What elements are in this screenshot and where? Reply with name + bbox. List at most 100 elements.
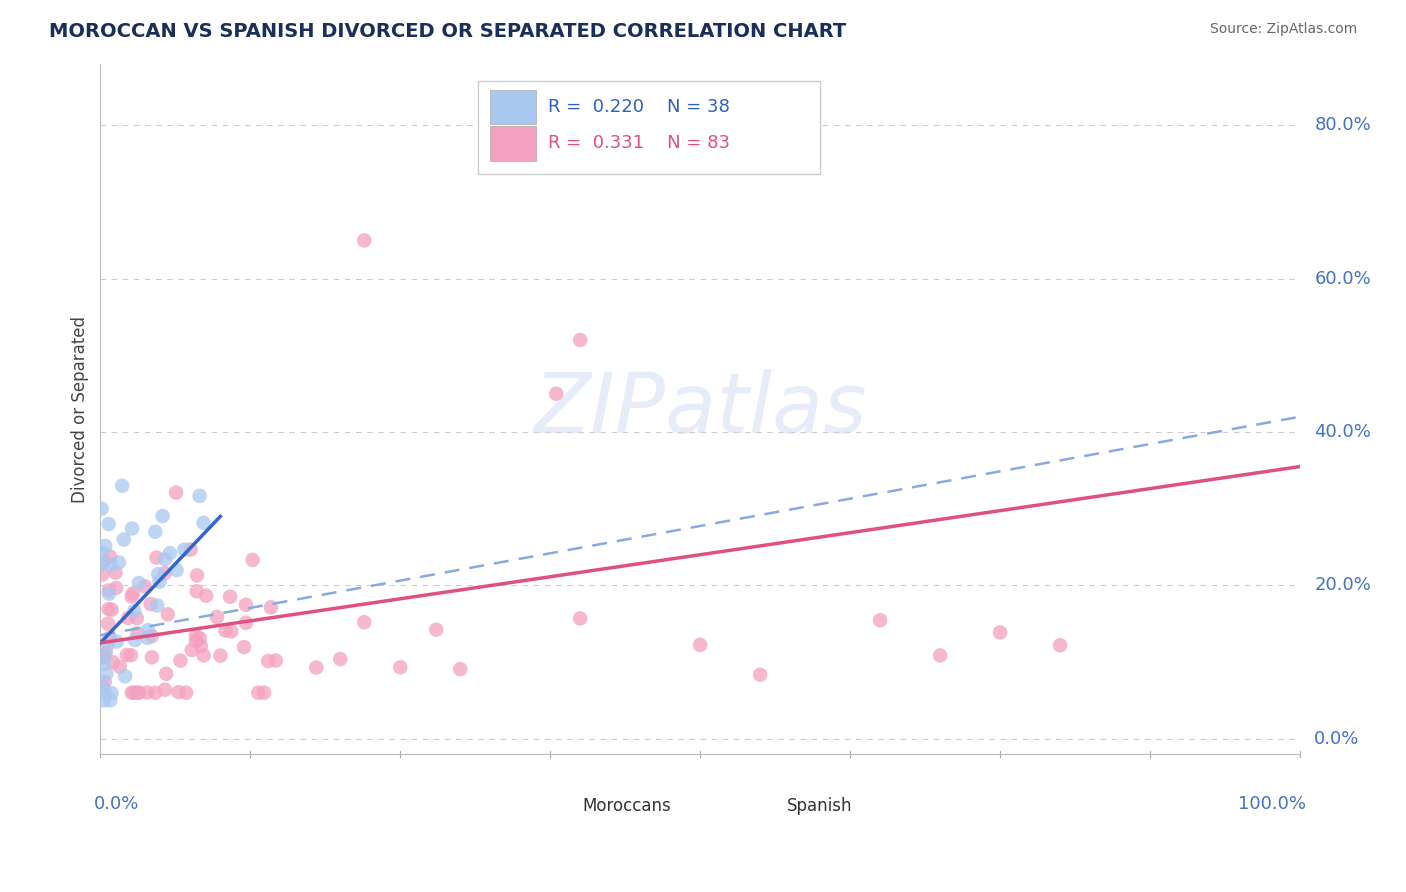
Text: 0.0%: 0.0% — [94, 796, 139, 814]
Point — [90, 557, 112, 571]
Point — [569, 611, 592, 625]
Point — [305, 660, 328, 674]
Point — [97, 616, 120, 631]
FancyBboxPatch shape — [491, 126, 536, 161]
Point — [193, 516, 215, 530]
Point — [90, 676, 112, 690]
Point — [235, 615, 257, 630]
Point — [127, 686, 149, 700]
Point — [124, 604, 146, 618]
Point — [112, 533, 135, 547]
Point — [94, 648, 117, 663]
Point — [139, 597, 162, 611]
Point — [98, 693, 121, 707]
FancyBboxPatch shape — [491, 89, 536, 124]
Point — [121, 590, 143, 604]
Point — [257, 654, 280, 668]
Point — [353, 233, 375, 247]
Point — [389, 660, 412, 674]
Point — [98, 558, 121, 572]
FancyBboxPatch shape — [538, 793, 574, 818]
Point — [94, 539, 117, 553]
Point — [115, 648, 138, 662]
Point — [174, 686, 197, 700]
Point — [91, 650, 114, 665]
Point — [93, 693, 115, 707]
Point — [184, 634, 207, 648]
Point — [749, 667, 772, 681]
Point — [134, 579, 156, 593]
Point — [264, 654, 287, 668]
Point — [120, 648, 142, 663]
Point — [190, 639, 212, 653]
Point — [329, 652, 352, 666]
Point — [91, 567, 114, 582]
Point — [125, 611, 148, 625]
Point — [146, 599, 169, 613]
Point — [186, 568, 208, 582]
Point — [121, 686, 143, 700]
Point — [152, 509, 174, 524]
FancyBboxPatch shape — [742, 793, 778, 818]
Point — [546, 386, 568, 401]
Point — [569, 333, 592, 347]
Point — [108, 659, 131, 673]
Point — [173, 542, 195, 557]
Text: 100.0%: 100.0% — [1237, 796, 1306, 814]
Point — [167, 685, 190, 699]
Text: Spanish: Spanish — [786, 797, 852, 814]
Text: MOROCCAN VS SPANISH DIVORCED OR SEPARATED CORRELATION CHART: MOROCCAN VS SPANISH DIVORCED OR SEPARATE… — [49, 22, 846, 41]
Point — [148, 574, 170, 589]
Point — [96, 639, 118, 653]
Point — [141, 650, 163, 665]
Point — [988, 625, 1011, 640]
Point — [247, 686, 270, 700]
Point — [180, 542, 202, 557]
Point — [97, 583, 120, 598]
Point — [188, 489, 211, 503]
Text: Moroccans: Moroccans — [582, 797, 671, 814]
Point — [97, 517, 120, 532]
Text: ZIPatlas: ZIPatlas — [533, 368, 868, 450]
Text: 60.0%: 60.0% — [1315, 269, 1371, 288]
Text: 40.0%: 40.0% — [1315, 423, 1371, 441]
Point — [114, 669, 136, 683]
Point — [90, 650, 112, 665]
Point — [105, 634, 128, 648]
Point — [209, 648, 232, 663]
Point — [153, 566, 176, 580]
Point — [105, 581, 128, 595]
Point — [121, 522, 143, 536]
Point — [128, 686, 150, 700]
Point — [136, 631, 159, 645]
Point — [97, 602, 120, 616]
Point — [136, 685, 159, 699]
Point — [93, 675, 115, 690]
Point — [156, 607, 179, 622]
Point — [122, 586, 145, 600]
Point — [869, 613, 891, 627]
Point — [1049, 638, 1071, 652]
Text: R =  0.220    N = 38: R = 0.220 N = 38 — [548, 98, 730, 116]
Point — [141, 629, 163, 643]
Point — [127, 626, 149, 640]
FancyBboxPatch shape — [478, 81, 820, 175]
Point — [108, 555, 131, 569]
Point — [260, 600, 283, 615]
Point — [93, 554, 115, 568]
Point — [235, 598, 257, 612]
Point — [91, 680, 114, 694]
Point — [159, 546, 181, 560]
Point — [98, 587, 121, 601]
Point — [253, 686, 276, 700]
Point — [188, 632, 211, 646]
Point — [128, 576, 150, 591]
Point — [929, 648, 952, 663]
Point — [219, 624, 242, 639]
Point — [90, 501, 112, 516]
Text: 0.0%: 0.0% — [1315, 730, 1360, 747]
Point — [153, 682, 176, 697]
Point — [94, 646, 117, 660]
Point — [117, 611, 139, 625]
Point — [219, 590, 242, 604]
